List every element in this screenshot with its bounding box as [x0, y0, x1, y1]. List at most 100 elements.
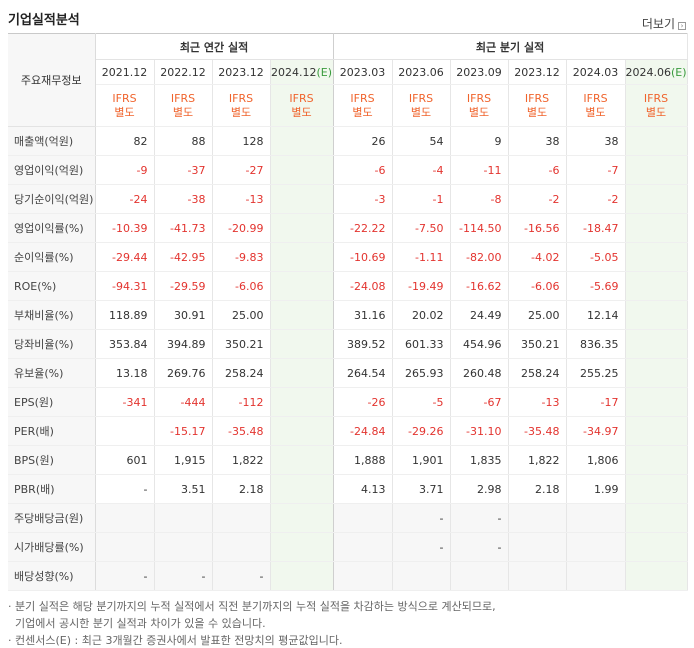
footnote-2: 기업에서 공시한 분기 실적과 차이가 있을 수 있습니다.: [8, 617, 266, 630]
cell-value: -: [450, 503, 509, 533]
annual-group-header: 최근 연간 실적: [95, 33, 334, 60]
basis-header: IFRS 별도: [566, 84, 626, 127]
cell-value: [270, 445, 334, 475]
cell-value: -: [392, 503, 451, 533]
cell-value: -17: [566, 387, 626, 417]
table-row: ROE(%) -94.31 -29.59 -6.06 -24.08 -19.49 -16.6…: [8, 271, 688, 301]
period-header: 2023.09: [450, 59, 509, 85]
cell-value: -82.00: [450, 242, 509, 272]
basis-line1: IFRS: [170, 91, 196, 105]
cell-value: 350.21: [508, 329, 567, 359]
cell-value: 38: [566, 126, 626, 156]
cell-value: 1,915: [154, 445, 213, 475]
cell-value: [270, 126, 334, 156]
cell-value: 38: [508, 126, 567, 156]
cell-value: [95, 416, 155, 446]
cell-value: 1,888: [333, 445, 393, 475]
cell-value: 1.99: [566, 474, 626, 504]
row-label: 매출액(억원): [8, 126, 96, 156]
cell-value: [270, 242, 334, 272]
row-label: 유보율(%): [8, 358, 96, 388]
cell-value: -: [154, 561, 213, 591]
cell-value: 9: [450, 126, 509, 156]
cell-value: -24.84: [333, 416, 393, 446]
cell-value: [333, 532, 393, 562]
cell-value: -: [95, 561, 155, 591]
cell-value: [270, 155, 334, 185]
cell-value: [625, 300, 688, 330]
cell-value: -31.10: [450, 416, 509, 446]
cell-value: 3.51: [154, 474, 213, 504]
period-header: 2023.06: [392, 59, 451, 85]
cell-value: -: [212, 561, 271, 591]
period-header: 2023.12: [212, 59, 271, 85]
row-label: 영업이익(억원): [8, 155, 96, 185]
period-header: 2023.12: [508, 59, 567, 85]
cell-value: -444: [154, 387, 213, 417]
table-row: 영업이익률(%) -10.39 -41.73 -20.99 -22.22 -7.50 -11…: [8, 213, 688, 243]
cell-value: [625, 213, 688, 243]
cell-value: [270, 184, 334, 214]
cell-value: [566, 532, 626, 562]
cell-value: [212, 532, 271, 562]
cell-value: 20.02: [392, 300, 451, 330]
basis-header: IFRS 별도: [450, 84, 509, 127]
cell-value: [625, 155, 688, 185]
cell-value: [270, 329, 334, 359]
basis-header: IFRS 별도: [212, 84, 271, 127]
cell-value: -34.97: [566, 416, 626, 446]
table-row: 시가배당률(%) - -: [8, 532, 688, 562]
cell-value: [154, 532, 213, 562]
cell-value: -7.50: [392, 213, 451, 243]
table-row: PER(배) -15.17 -35.48 -24.84 -29.26 -31.10 -35.…: [8, 416, 688, 446]
row-label: 당좌비율(%): [8, 329, 96, 359]
cell-value: -29.44: [95, 242, 155, 272]
cell-value: -13: [212, 184, 271, 214]
cell-value: [625, 271, 688, 301]
cell-value: -35.48: [508, 416, 567, 446]
cell-value: 128: [212, 126, 271, 156]
cell-value: [270, 532, 334, 562]
cell-value: [270, 300, 334, 330]
footnote-1: · 분기 실적은 해당 분기까지의 누적 실적에서 직전 분기까지의 누적 실적…: [8, 600, 496, 613]
cell-value: [270, 358, 334, 388]
cell-value: [212, 503, 271, 533]
cell-value: -1.11: [392, 242, 451, 272]
cell-value: -5.69: [566, 271, 626, 301]
cell-value: -41.73: [154, 213, 213, 243]
cell-value: 260.48: [450, 358, 509, 388]
cell-value: 601.33: [392, 329, 451, 359]
row-label: ROE(%): [8, 271, 96, 301]
cell-value: [154, 503, 213, 533]
basis-line1: IFRS: [350, 91, 375, 105]
cell-value: 26: [333, 126, 393, 156]
cell-value: -341: [95, 387, 155, 417]
basis-line1: IFRS: [228, 91, 254, 105]
cell-value: -4: [392, 155, 451, 185]
period-header: 2021.12: [95, 59, 155, 85]
period-label: 2024.06: [625, 65, 672, 79]
cell-value: -: [392, 532, 451, 562]
cell-value: 269.76: [154, 358, 213, 388]
period-header: 2023.03: [333, 59, 393, 85]
cell-value: 265.93: [392, 358, 451, 388]
more-link[interactable]: 더보기 ›: [642, 15, 686, 32]
cell-value: -24.08: [333, 271, 393, 301]
cell-value: -2: [508, 184, 567, 214]
cell-value: 1,901: [392, 445, 451, 475]
basis-line2: 별도: [230, 105, 252, 119]
cell-value: 3.71: [392, 474, 451, 504]
cell-value: -29.26: [392, 416, 451, 446]
cell-value: -24: [95, 184, 155, 214]
quarter-group-header: 최근 분기 실적: [333, 33, 688, 60]
basis-line1: IFRS: [643, 91, 669, 105]
period-header: 2024.12(E): [270, 59, 334, 85]
cell-value: [270, 213, 334, 243]
cell-value: -5: [392, 387, 451, 417]
cell-value: 454.96: [450, 329, 509, 359]
basis-header: IFRS 별도: [333, 84, 393, 127]
cell-value: 30.91: [154, 300, 213, 330]
cell-value: [270, 387, 334, 417]
cell-value: [333, 503, 393, 533]
basis-line1: IFRS: [112, 91, 137, 105]
